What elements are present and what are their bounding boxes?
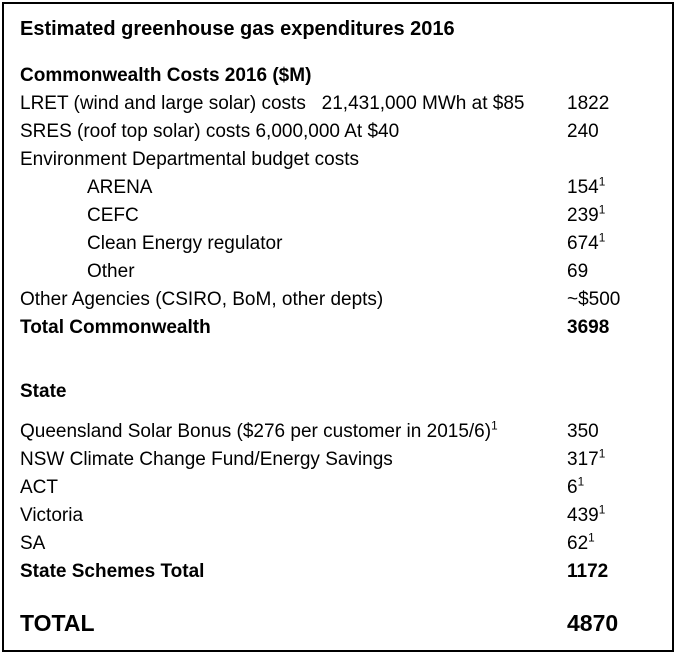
- row-label: Victoria: [20, 505, 84, 526]
- row-value: ~$500: [567, 289, 621, 310]
- footnote-marker: 1: [598, 503, 606, 517]
- row-value: 1541: [567, 175, 606, 198]
- row-label: Commonwealth Costs 2016 ($M): [20, 65, 312, 86]
- footnote-marker: 1: [598, 447, 606, 461]
- footnote-marker: 1: [577, 475, 585, 489]
- spacer: [20, 406, 658, 418]
- row-label: LRET (wind and large solar) costs 21,431…: [20, 93, 525, 114]
- table-rows: Commonwealth Costs 2016 ($M) LRET (wind a…: [20, 62, 658, 640]
- row-label: Clean Energy regulator: [87, 233, 283, 254]
- footnote-marker: 1: [588, 531, 595, 545]
- table-row: Other Agencies (CSIRO, BoM, other depts)…: [20, 286, 658, 314]
- row-value: 240: [567, 121, 599, 142]
- row-label: Other Agencies (CSIRO, BoM, other depts): [20, 289, 384, 310]
- row-value: 3698: [567, 317, 610, 338]
- row-value: 1172: [567, 561, 609, 582]
- row-value: 350: [567, 421, 599, 442]
- row-label: NSW Climate Change Fund/Energy Savings: [20, 449, 393, 470]
- table-row: TOTAL 4870: [20, 606, 658, 640]
- row-value: 621: [567, 531, 595, 554]
- table-row: State Schemes Total 1172: [20, 558, 658, 586]
- table-row: Victoria 4391: [20, 502, 658, 530]
- spacer: [20, 586, 658, 606]
- table-row: State: [20, 378, 658, 406]
- row-label: Other: [87, 261, 135, 282]
- row-label: Total Commonwealth: [20, 317, 211, 338]
- row-label: CEFC: [87, 205, 139, 226]
- row-value: 3171: [567, 447, 606, 470]
- row-label: State Schemes Total: [20, 561, 205, 582]
- row-value: 6741: [567, 231, 606, 254]
- spacer: [20, 46, 658, 62]
- table-row: ACT 61: [20, 474, 658, 502]
- row-label: ARENA: [87, 177, 153, 198]
- row-label: Environment Departmental budget costs: [20, 149, 360, 170]
- table-row: Other 69: [20, 258, 658, 286]
- footnote-marker: 1: [598, 175, 606, 189]
- table-row: SRES (roof top solar) costs 6,000,000 At…: [20, 118, 658, 146]
- table-row: NSW Climate Change Fund/Energy Savings 31…: [20, 446, 658, 474]
- table-row: Queensland Solar Bonus ($276 per custome…: [20, 418, 658, 446]
- row-label: TOTAL: [20, 610, 95, 636]
- row-value: 4391: [567, 503, 606, 526]
- row-label: State: [20, 381, 67, 402]
- row-value: 69: [567, 261, 589, 282]
- row-label: ACT: [20, 477, 58, 498]
- row-label: SRES (roof top solar) costs 6,000,000 At…: [20, 121, 400, 142]
- footnote-marker: 1: [598, 203, 606, 217]
- spacer: [20, 342, 658, 378]
- table-row: Total Commonwealth 3698: [20, 314, 658, 342]
- row-value: 1822: [567, 93, 610, 114]
- table-row: Environment Departmental budget costs: [20, 146, 658, 174]
- row-value: 61: [567, 475, 585, 498]
- row-label: Queensland Solar Bonus ($276 per custome…: [20, 419, 498, 442]
- table-row: LRET (wind and large solar) costs 21,431…: [20, 90, 658, 118]
- row-label: SA: [20, 533, 46, 554]
- page-title: Estimated greenhouse gas expenditures 20…: [20, 18, 455, 40]
- footnote-marker: 1: [598, 231, 606, 245]
- footnote-marker: 1: [491, 419, 498, 433]
- table-row: ARENA 1541: [20, 174, 658, 202]
- table-row: CEFC 2391: [20, 202, 658, 230]
- table-row: Clean Energy regulator 6741: [20, 230, 658, 258]
- row-value: 4870: [567, 610, 619, 636]
- table-row: Commonwealth Costs 2016 ($M): [20, 62, 658, 90]
- row-value: 2391: [567, 203, 606, 226]
- table-row: SA 621: [20, 530, 658, 558]
